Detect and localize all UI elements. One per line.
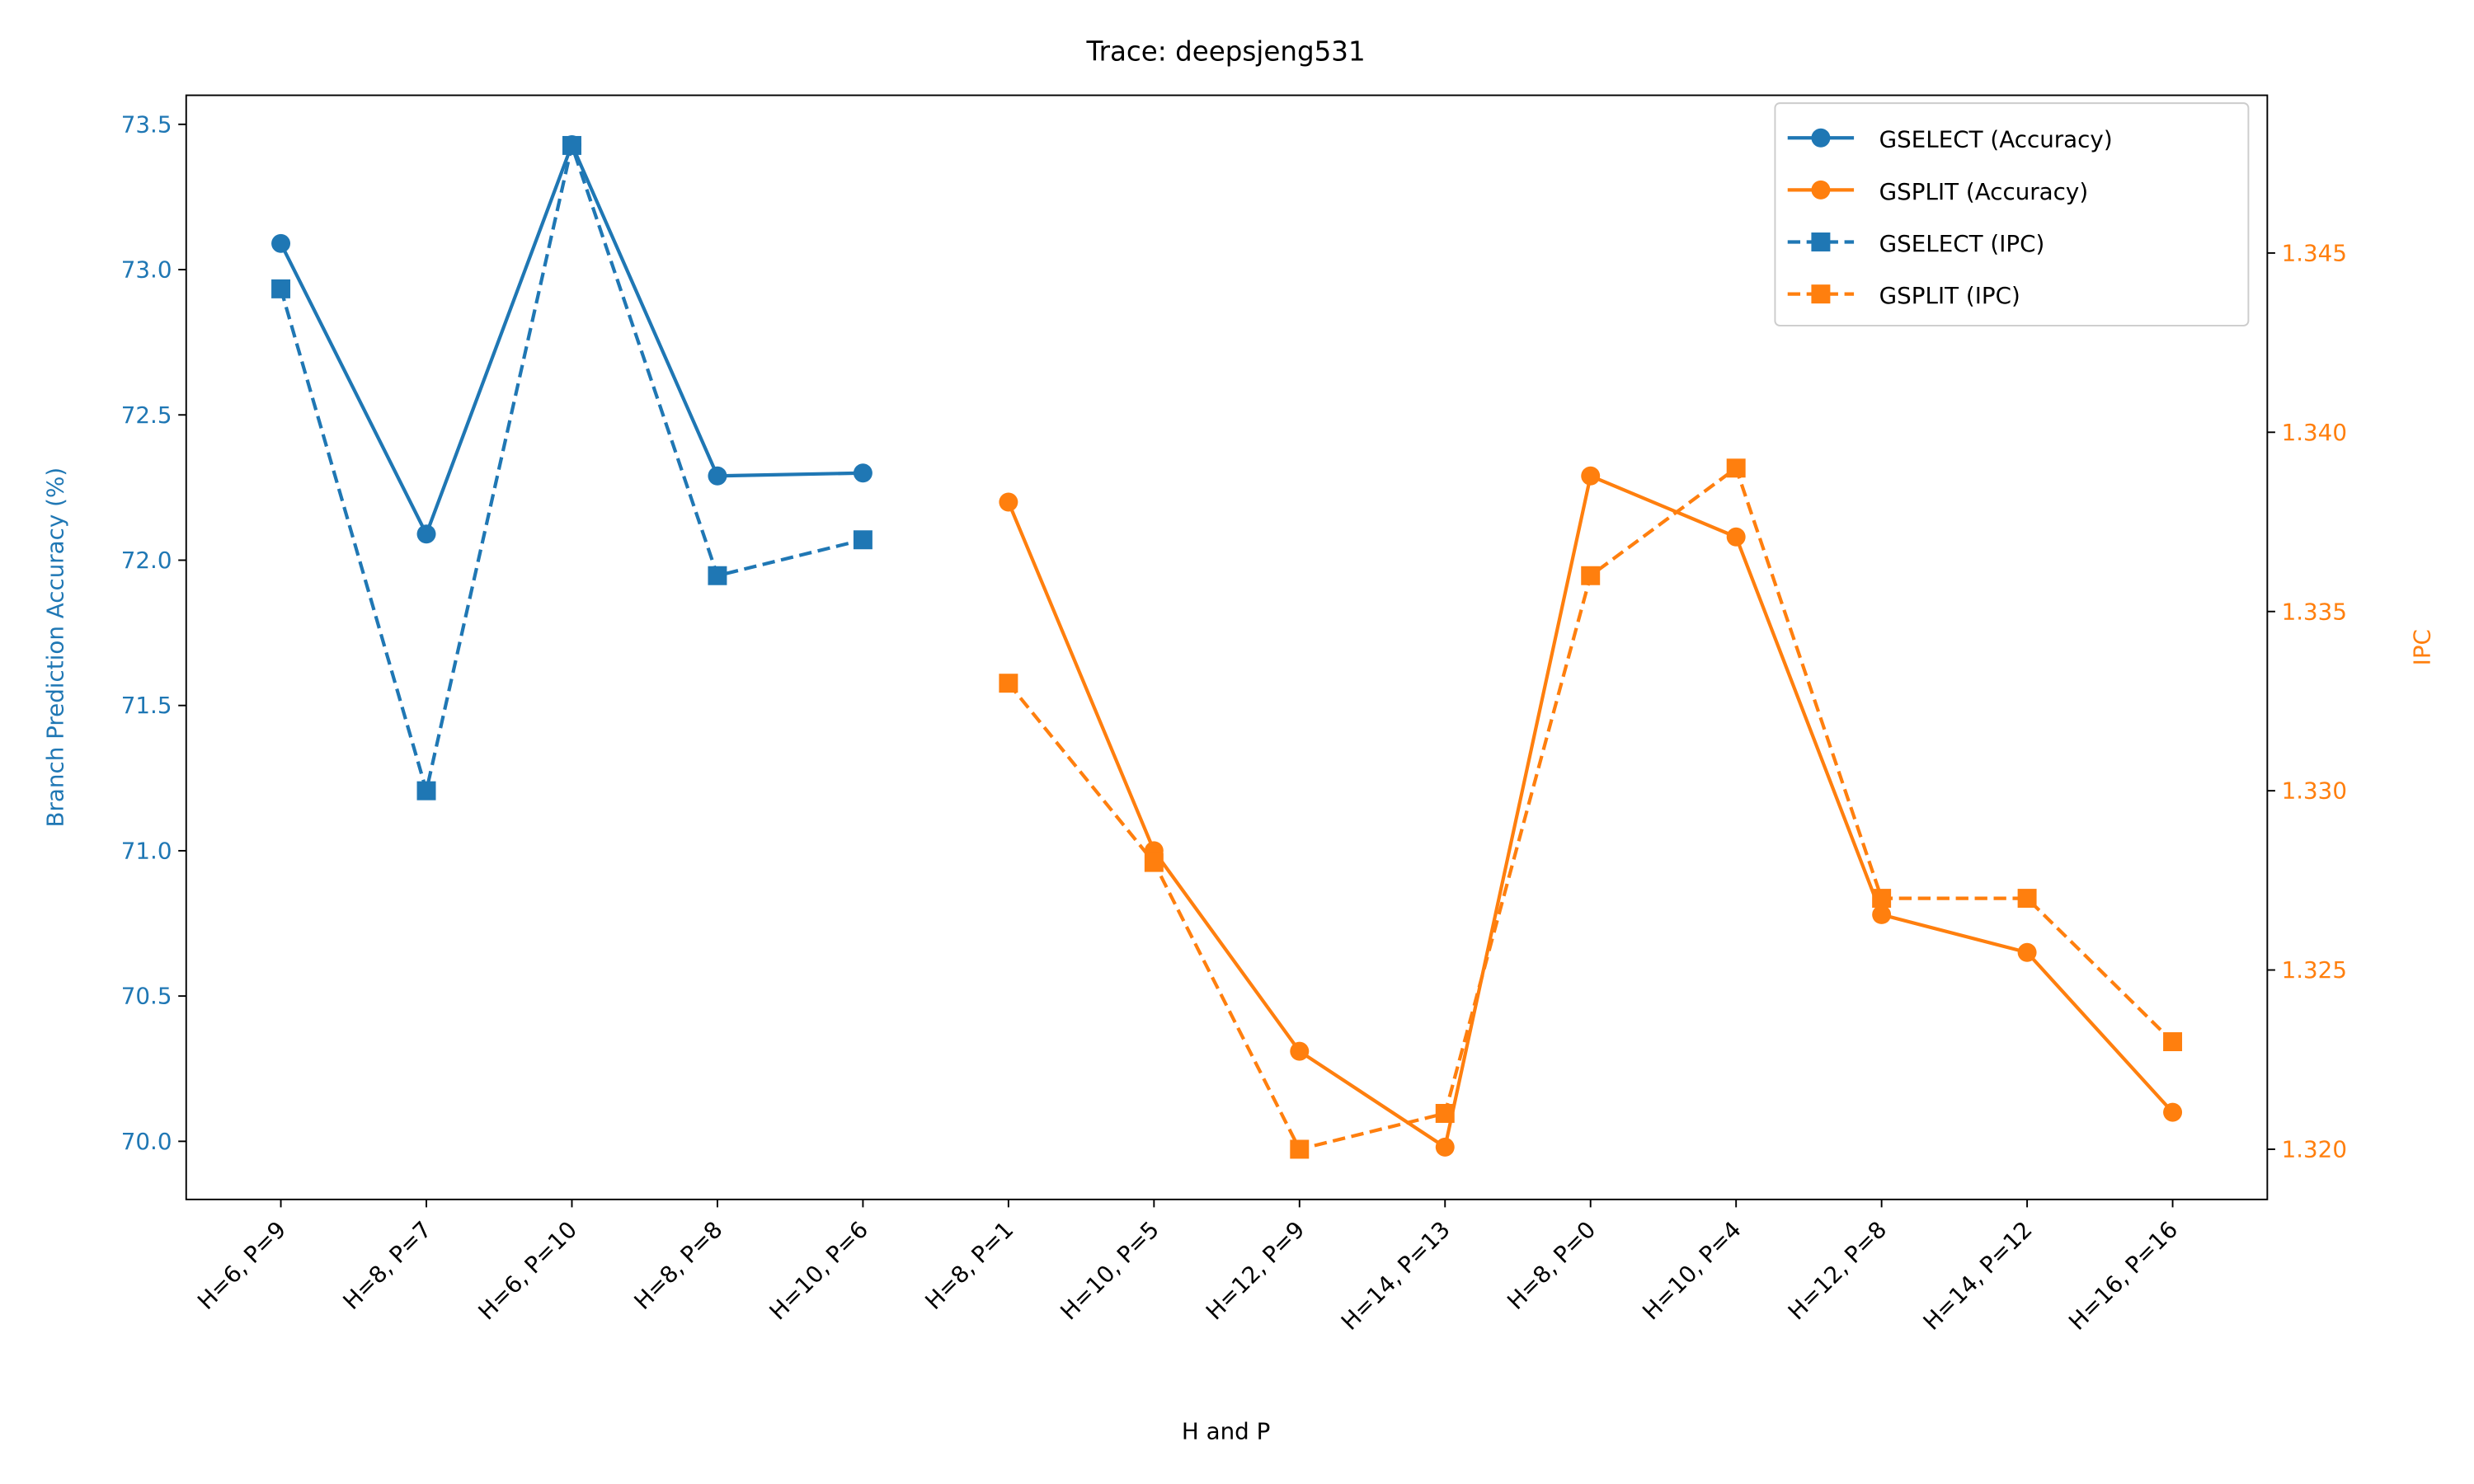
data-point xyxy=(1872,889,1892,909)
y-tick-label: 71.0 xyxy=(121,837,172,864)
data-point xyxy=(271,279,291,298)
data-point xyxy=(1435,1104,1455,1123)
legend-box xyxy=(1774,102,2250,326)
legend-marker xyxy=(1811,128,1831,148)
data-point xyxy=(1581,566,1601,585)
data-point xyxy=(1144,852,1164,872)
legend-label: GSPLIT (Accuracy) xyxy=(1879,178,2088,205)
data-point xyxy=(708,466,727,486)
y-tick-label: 71.5 xyxy=(121,692,172,719)
y2-axis-label: IPC xyxy=(2408,629,2435,665)
y2-tick-label: 1.345 xyxy=(2282,239,2347,266)
data-point xyxy=(1290,1041,1310,1061)
data-point xyxy=(708,566,727,585)
data-point xyxy=(1290,1139,1310,1159)
data-point xyxy=(2163,1032,2183,1051)
y-tick-label: 70.0 xyxy=(121,1128,172,1155)
y2-tick-label: 1.335 xyxy=(2282,598,2347,625)
data-point xyxy=(1726,527,1746,547)
chart-title: Trace: deepsjeng531 xyxy=(1086,35,1366,67)
data-point xyxy=(2017,889,2037,909)
y-axis-label: Branch Prediction Accuracy (%) xyxy=(42,467,69,828)
y2-tick-label: 1.320 xyxy=(2282,1136,2347,1163)
y2-tick-label: 1.340 xyxy=(2282,419,2347,446)
data-point xyxy=(2163,1102,2183,1122)
data-point xyxy=(271,233,291,253)
data-point xyxy=(416,781,436,801)
data-point xyxy=(562,135,581,155)
y-tick-label: 70.5 xyxy=(121,983,172,1010)
data-point xyxy=(2017,942,2037,962)
data-point xyxy=(1872,904,1892,924)
y-tick-label: 73.5 xyxy=(121,110,172,138)
y2-tick-label: 1.330 xyxy=(2282,777,2347,805)
data-point xyxy=(999,674,1018,693)
legend-label: GSELECT (Accuracy) xyxy=(1879,126,2113,153)
data-point xyxy=(1581,466,1601,486)
y-tick-label: 72.0 xyxy=(121,547,172,574)
data-point xyxy=(1435,1137,1455,1157)
data-point xyxy=(416,524,436,544)
data-point xyxy=(853,530,872,550)
legend-label: GSELECT (IPC) xyxy=(1879,230,2045,257)
y-tick-label: 73.0 xyxy=(121,256,172,284)
data-point xyxy=(1726,458,1746,478)
x-axis-label: H and P xyxy=(1182,1418,1270,1445)
data-point xyxy=(853,463,872,483)
legend-marker xyxy=(1811,284,1831,304)
legend-marker xyxy=(1811,232,1831,251)
y2-tick-label: 1.325 xyxy=(2282,956,2347,984)
plot-frame xyxy=(185,94,2269,1200)
data-point xyxy=(999,492,1018,512)
legend-marker xyxy=(1811,180,1831,200)
legend-label: GSPLIT (IPC) xyxy=(1879,282,2020,309)
y-tick-label: 72.5 xyxy=(121,402,172,429)
